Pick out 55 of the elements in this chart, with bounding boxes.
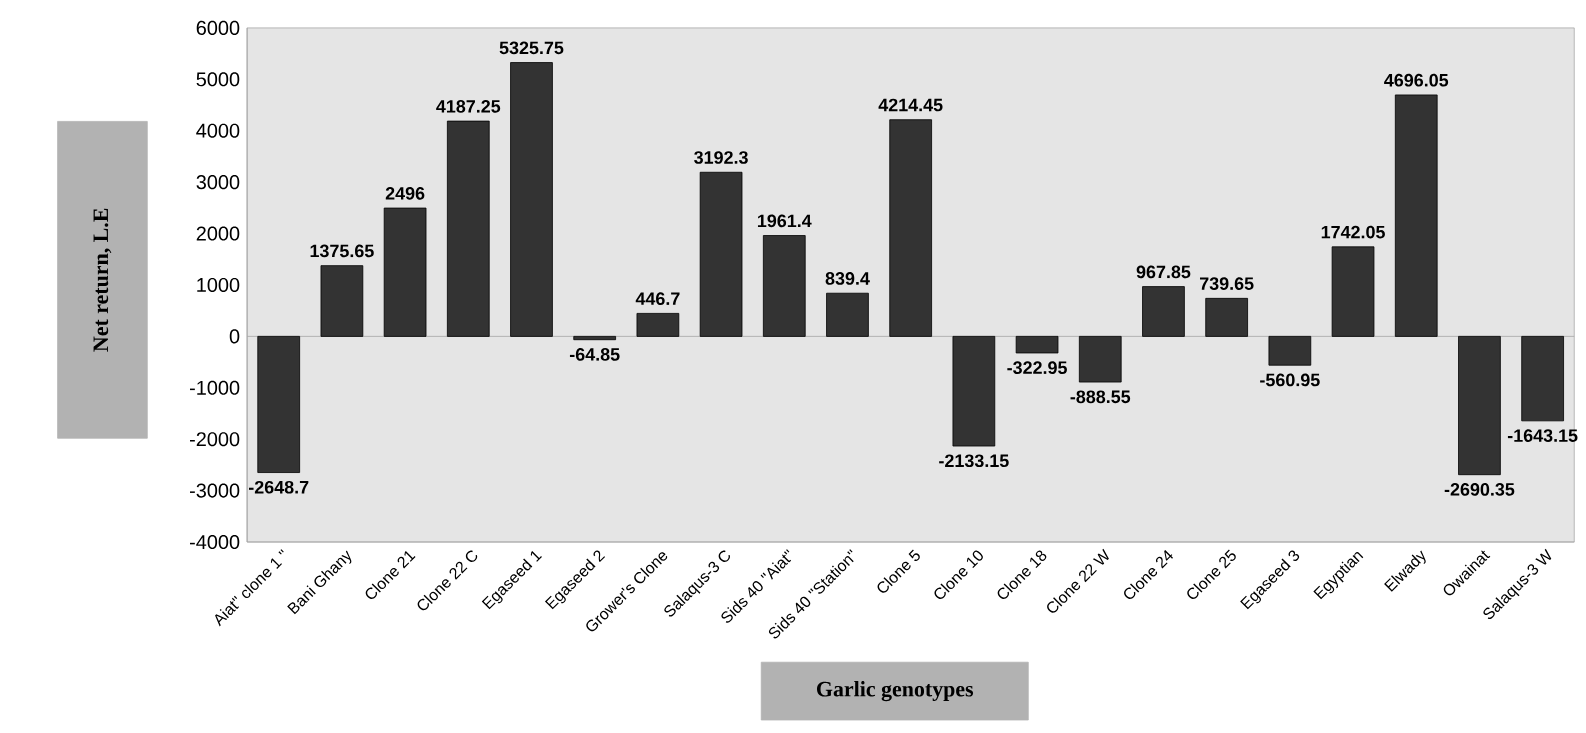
data-label: 1375.65 bbox=[310, 244, 374, 258]
data-label: -1643.15 bbox=[1507, 429, 1578, 442]
bar bbox=[636, 312, 680, 337]
bar bbox=[762, 234, 806, 337]
y-tick-label: -3000 bbox=[189, 483, 240, 498]
y-tick-label: -1000 bbox=[189, 380, 240, 395]
data-label: 5325.75 bbox=[499, 41, 564, 55]
bar bbox=[1394, 94, 1438, 337]
data-label: 4214.45 bbox=[878, 98, 943, 112]
data-label: 739.65 bbox=[1200, 277, 1254, 290]
bar bbox=[1015, 335, 1059, 354]
data-label: -322.95 bbox=[1007, 361, 1067, 374]
bar bbox=[952, 335, 996, 447]
y-tick-label: 3000 bbox=[196, 174, 240, 190]
data-label: -2648.7 bbox=[248, 480, 309, 494]
bar bbox=[1205, 297, 1248, 337]
bar bbox=[320, 265, 364, 337]
bar bbox=[257, 335, 301, 473]
data-label: 4187.25 bbox=[436, 99, 501, 113]
bar bbox=[1331, 246, 1375, 337]
bar bbox=[1078, 335, 1122, 383]
data-label: 3192.3 bbox=[694, 151, 748, 164]
bar bbox=[573, 335, 617, 340]
y-tick-label: -4000 bbox=[189, 534, 240, 549]
data-label: -64.85 bbox=[569, 347, 620, 361]
bar bbox=[383, 207, 427, 337]
data-label: 839.4 bbox=[825, 271, 870, 285]
data-label: 446.7 bbox=[635, 292, 680, 305]
bar bbox=[1268, 335, 1312, 366]
data-label: 2496 bbox=[385, 186, 425, 200]
data-label: 1742.05 bbox=[1321, 225, 1385, 239]
data-label: -2133.15 bbox=[939, 454, 1009, 467]
y-tick-label: 6000 bbox=[196, 20, 240, 35]
bar bbox=[1458, 335, 1501, 475]
data-label: -560.95 bbox=[1260, 373, 1320, 387]
data-label: 1961.4 bbox=[757, 214, 812, 228]
data-label: 4696.05 bbox=[1384, 73, 1449, 87]
bar bbox=[1521, 335, 1564, 422]
data-label: -888.55 bbox=[1070, 390, 1131, 403]
bar bbox=[446, 120, 490, 337]
bar bbox=[699, 171, 743, 337]
bar bbox=[826, 292, 869, 337]
y-tick-label: 4000 bbox=[196, 123, 240, 138]
y-tick-label: 5000 bbox=[196, 72, 240, 87]
bar bbox=[889, 119, 932, 337]
y-tick-label: 1000 bbox=[197, 277, 240, 292]
y-tick-label: 0 bbox=[229, 329, 240, 344]
y-tick-label: 2000 bbox=[196, 226, 240, 241]
y-tick-label: -2000 bbox=[189, 431, 240, 447]
data-label: 967.85 bbox=[1136, 265, 1191, 279]
x-axis-title: Garlic genotypes bbox=[816, 680, 974, 701]
y-axis-title: Net return, L.E bbox=[93, 208, 112, 352]
data-label: -2690.35 bbox=[1444, 482, 1515, 496]
bar bbox=[1142, 286, 1185, 337]
bar bbox=[510, 62, 553, 337]
